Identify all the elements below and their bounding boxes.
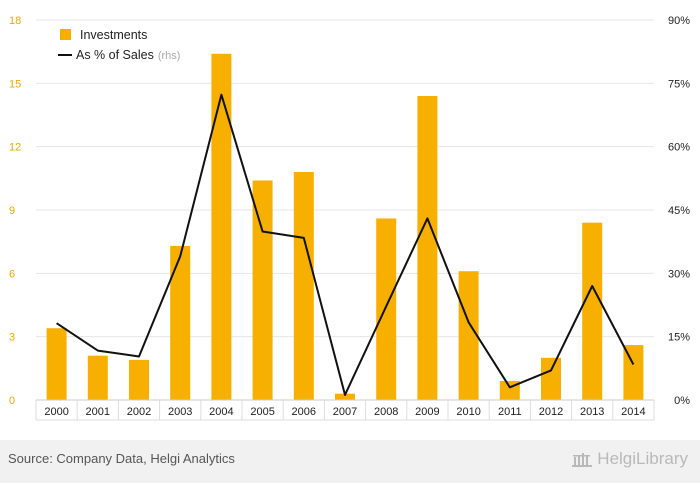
bar-investments (623, 345, 644, 400)
x-tick-label: 2014 (621, 406, 645, 418)
bar-investments (417, 96, 438, 400)
grid-lines (36, 19, 654, 338)
bar-investments (458, 271, 479, 400)
x-tick-label: 2006 (292, 406, 316, 418)
legend-sales-suffix: (rhs) (158, 50, 181, 62)
x-tick-label: 2004 (209, 406, 233, 418)
y-left-tick-label: 12 (9, 142, 21, 154)
y-right-tick-label: 60% (668, 142, 690, 154)
x-tick-label: 2005 (250, 406, 274, 418)
bar-investments (46, 328, 67, 400)
y-right-tick-label: 30% (668, 268, 690, 280)
x-tick-label: 2007 (333, 406, 357, 418)
bar-investments (170, 245, 191, 400)
legend-sales-label: As % of Sales (rhs) (76, 48, 180, 62)
x-tick-label: 2000 (44, 406, 68, 418)
bar-investments (211, 53, 232, 401)
bar-investments (293, 172, 314, 400)
bar-investments (252, 180, 273, 400)
x-tick-label: 2001 (86, 406, 110, 418)
bar-investments (129, 359, 149, 400)
y-right-tick-label: 75% (668, 78, 690, 90)
y-left-tick-label: 9 (9, 205, 15, 217)
logo-text: HelgiLibrary (597, 449, 688, 468)
legend-sales-name: As % of Sales (76, 48, 154, 62)
y-right-tick-label: 0% (674, 395, 690, 407)
y-right-tick-label: 45% (668, 205, 690, 217)
y-left-tick-label: 6 (9, 268, 15, 280)
y-right-tick-label: 15% (668, 332, 690, 344)
bar-investments (335, 393, 355, 400)
helgilibrary-logo[interactable]: HelgiLibrary (571, 449, 688, 469)
x-tick-label: 2009 (415, 406, 439, 418)
legend-investments-label: Investments (80, 28, 147, 42)
line-as-pct-of-sales (56, 93, 635, 396)
y-left-tick-label: 15 (9, 78, 21, 90)
source-text: Source: Company Data, Helgi Analytics (8, 451, 235, 466)
x-tick-label: 2011 (498, 406, 522, 418)
x-tick-label: 2003 (168, 406, 192, 418)
bar-investments (376, 218, 397, 400)
bar-investments (87, 355, 108, 400)
legend: Investments As % of Sales (rhs) (58, 28, 180, 62)
x-tick-label: 2008 (374, 406, 398, 418)
investments-chart: 0 0% 3 15% 6 30% 9 45% 12 60% 15 75% 18 90% 2000 2001 20… (9, 15, 690, 421)
bar-investments (541, 357, 561, 400)
axes: 0 0% 3 15% 6 30% 9 45% 12 60% 15 75% 18 90% 2000 2001 20… (9, 15, 690, 421)
x-tick-label: 2010 (456, 406, 480, 418)
building-icon (572, 453, 593, 467)
y-left-tick-label: 0 (9, 395, 15, 407)
x-tick-label: 2002 (127, 406, 151, 418)
legend-investments-swatch (60, 29, 71, 40)
y-right-tick-label: 90% (668, 15, 690, 27)
x-tick-label: 2012 (539, 406, 563, 418)
y-left-tick-label: 3 (9, 332, 15, 344)
y-left-tick-label: 18 (9, 15, 21, 27)
bar-investments (582, 222, 603, 400)
bar-series (46, 53, 644, 401)
x-tick-label: 2013 (580, 406, 604, 418)
line-series (56, 93, 635, 396)
